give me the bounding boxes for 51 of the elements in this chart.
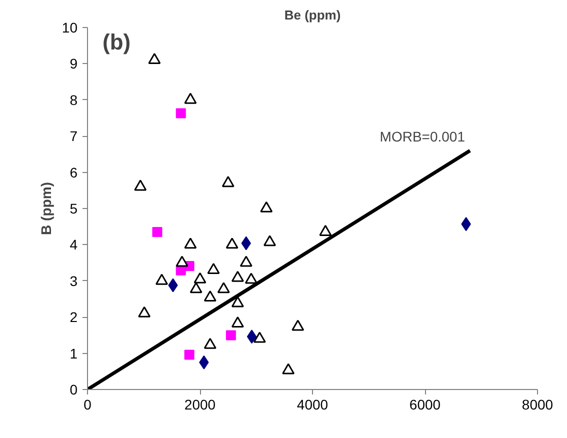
point [222, 176, 234, 188]
x-tick-label: 0 [84, 396, 92, 412]
point [207, 262, 220, 274]
y-tick-label: 9 [70, 56, 78, 72]
point [184, 238, 197, 249]
point [319, 224, 332, 236]
point [260, 201, 273, 212]
point [148, 52, 161, 64]
point [244, 272, 258, 284]
y-tick-label: 1 [70, 345, 78, 362]
annotation: MORB=0.001 [380, 128, 466, 145]
point [217, 282, 230, 294]
y-tick-label: 8 [70, 92, 78, 108]
x-tick-label: 2000 [184, 396, 216, 412]
point [292, 320, 304, 331]
point [231, 296, 244, 308]
y-tick-label: 6 [70, 164, 78, 180]
y-axis-title: B (ppm) [38, 182, 54, 235]
annotation: (b) [102, 30, 131, 54]
point [156, 274, 168, 285]
y-tick-label: 3 [70, 272, 78, 289]
point [152, 227, 162, 238]
y-tick-label: 7 [70, 128, 78, 144]
point [184, 350, 194, 360]
y-tick-label: 2 [70, 309, 78, 326]
point [190, 282, 202, 294]
point [240, 256, 252, 267]
point [231, 316, 244, 328]
point [253, 332, 266, 343]
point [184, 92, 197, 104]
y-tick-label: 0 [70, 382, 78, 398]
x-tick-label: 4000 [296, 396, 328, 412]
point [176, 108, 186, 118]
point [194, 272, 206, 284]
x-tick-label: 6000 [409, 396, 441, 412]
x-axis-title: Be (ppm) [284, 8, 341, 22]
point [231, 270, 244, 282]
point [204, 338, 216, 349]
point [246, 330, 257, 344]
point [226, 330, 236, 340]
point [264, 235, 276, 246]
y-tick-label: 10 [62, 20, 78, 36]
x-tick-label: 8000 [522, 396, 554, 412]
y-tick-label: 5 [70, 200, 78, 216]
point [204, 290, 216, 302]
point [138, 306, 151, 318]
point [282, 363, 295, 374]
y-tick-label: 4 [70, 236, 78, 253]
point [176, 256, 188, 267]
point [134, 180, 147, 191]
point [226, 238, 238, 249]
